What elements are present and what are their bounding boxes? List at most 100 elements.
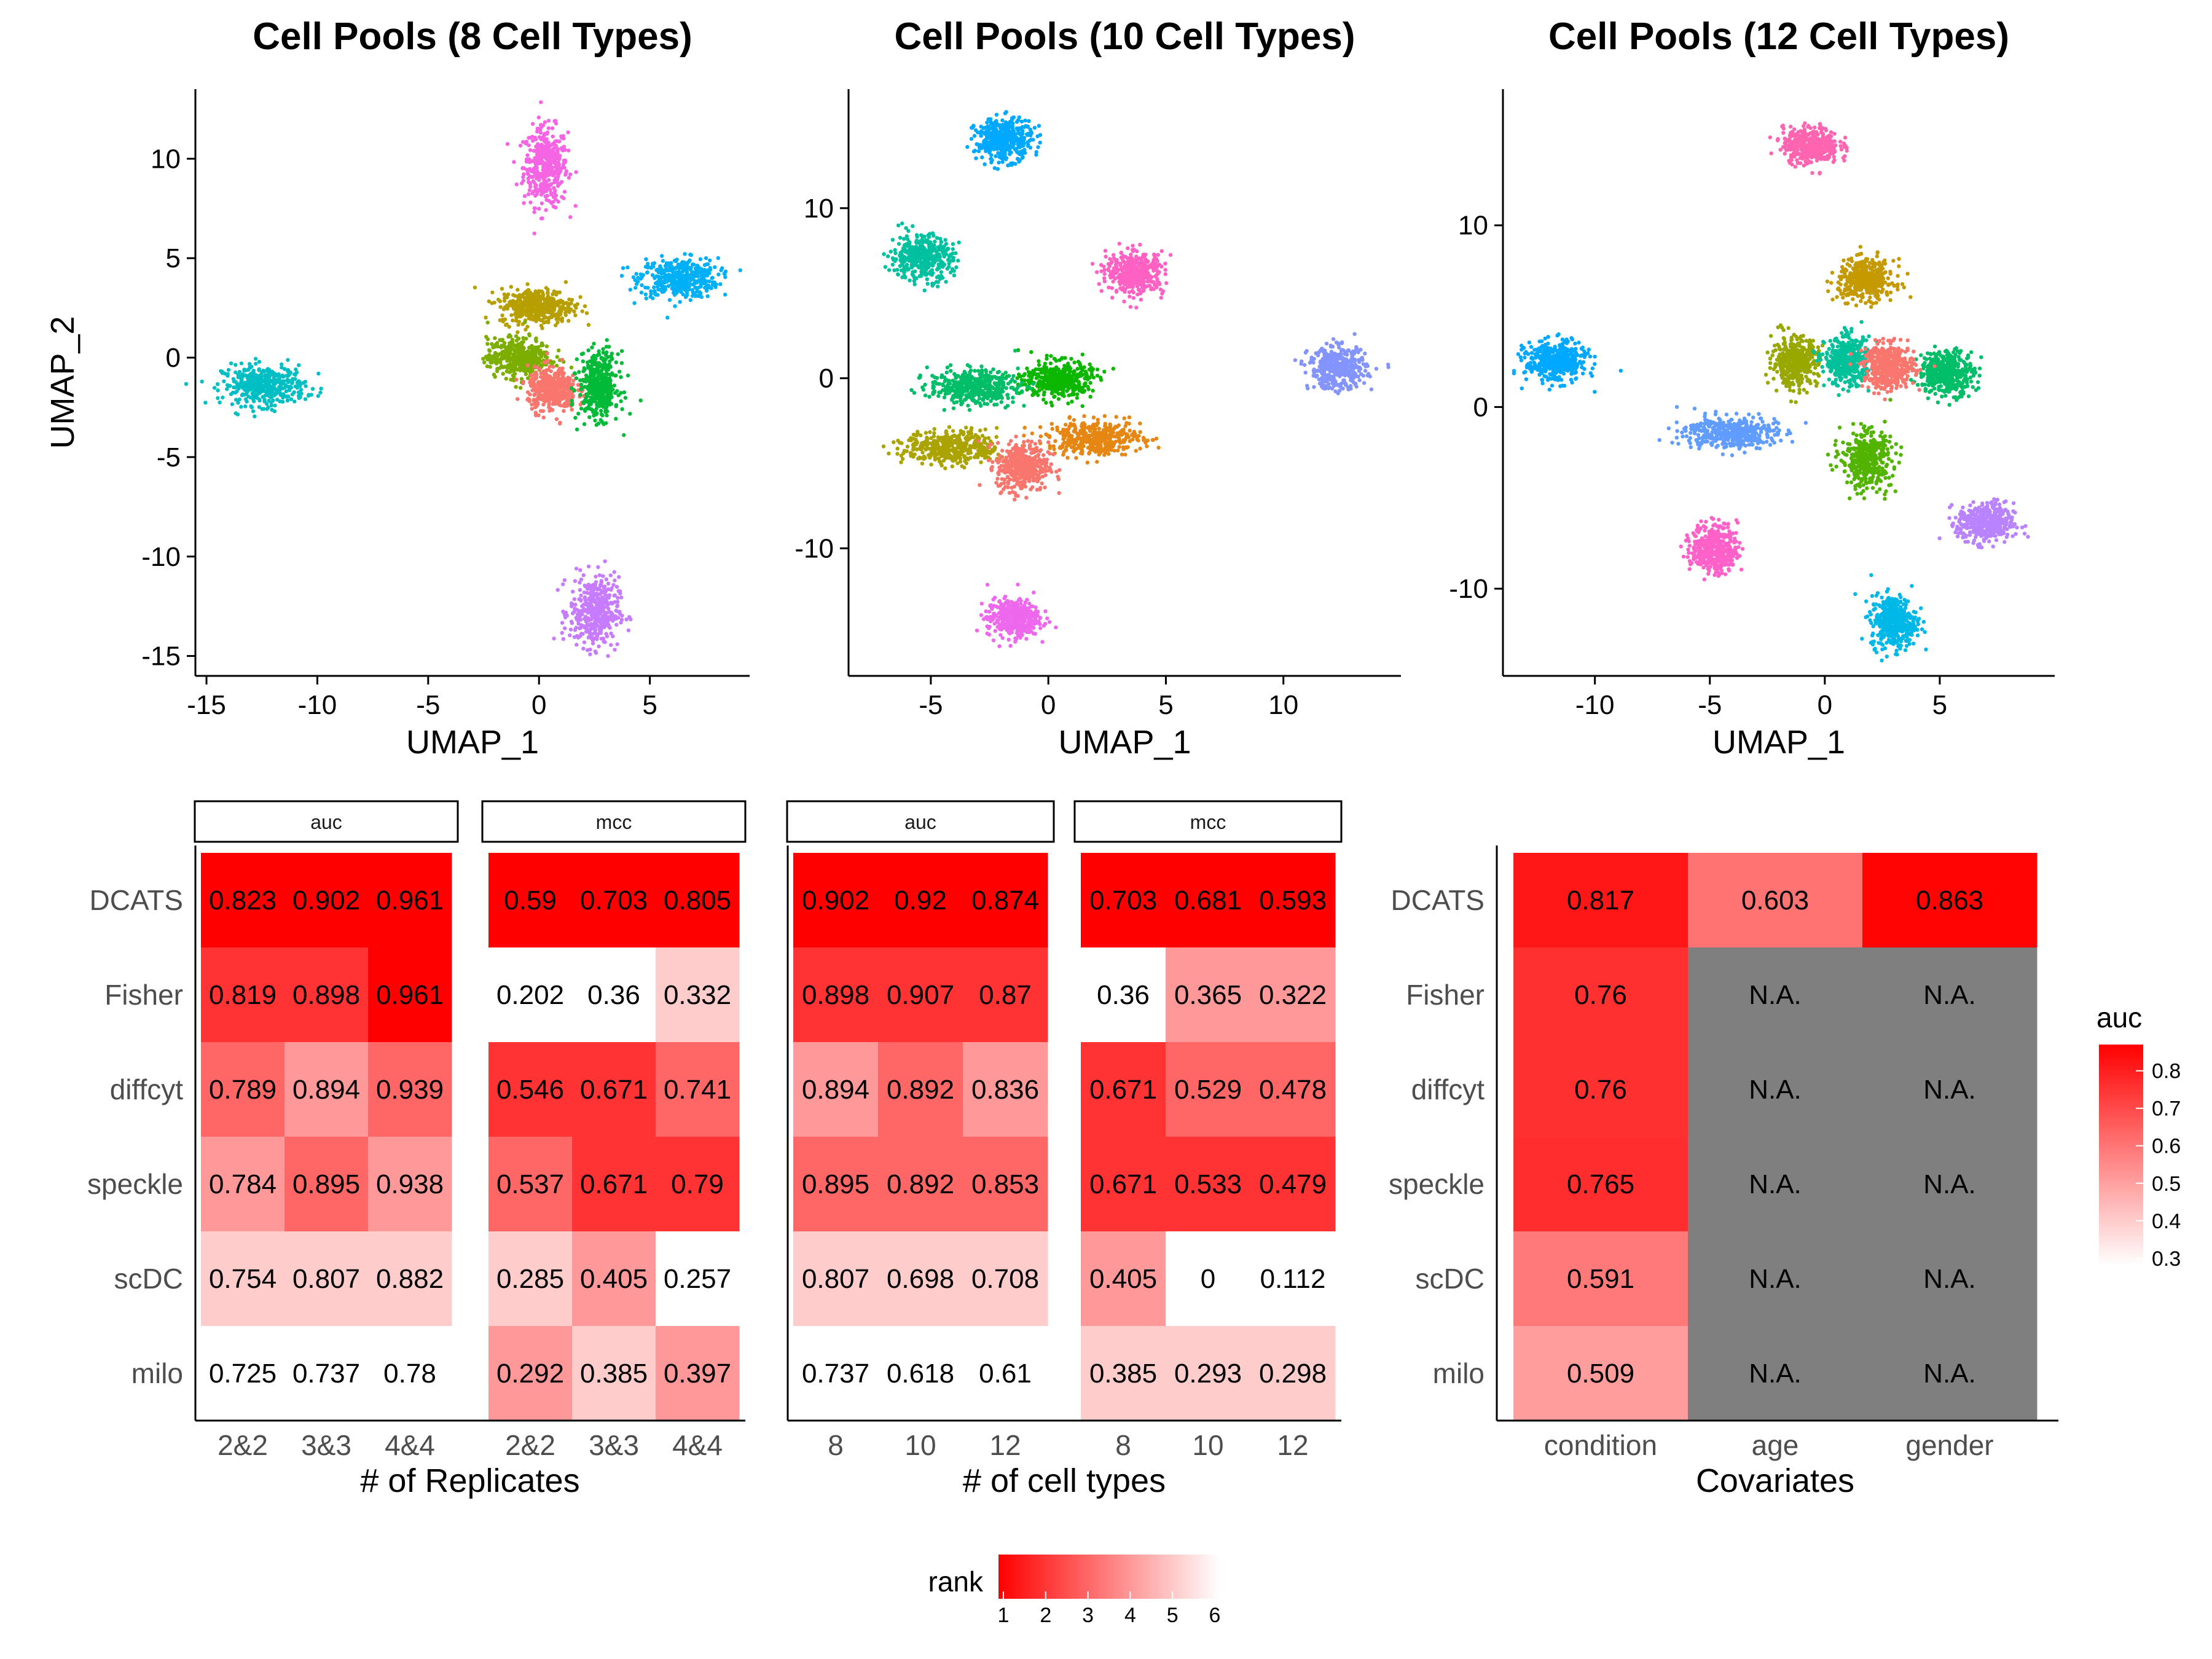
umap-point: [539, 187, 543, 191]
umap-point: [515, 299, 520, 304]
umap-point: [644, 296, 649, 300]
umap-point: [912, 276, 917, 281]
umap-point: [992, 135, 997, 139]
umap-point: [546, 119, 551, 123]
umap-point: [901, 268, 905, 272]
umap-point: [644, 257, 648, 261]
umap-point: [673, 304, 677, 308]
umap-point: [588, 632, 593, 637]
umap-point: [592, 342, 596, 346]
umap-cluster-2: [619, 252, 743, 320]
umap-point: [549, 201, 554, 205]
umap-point: [619, 618, 624, 622]
umap-point: [923, 268, 928, 272]
umap-point: [243, 385, 247, 389]
umap-point: [536, 402, 540, 407]
umap-point: [539, 216, 544, 221]
umap-point: [512, 294, 517, 298]
umap-point: [533, 370, 538, 375]
umap-point: [614, 616, 618, 621]
umap-point: [605, 338, 609, 342]
umap-point: [539, 182, 543, 186]
umap-point: [544, 137, 549, 141]
umap-point: [530, 313, 534, 318]
umap-point: [590, 638, 595, 643]
umap-point: [720, 266, 724, 270]
umap-point: [922, 264, 927, 269]
umap-point: [652, 285, 656, 289]
umap-point: [534, 312, 538, 316]
umap-point: [1163, 267, 1167, 272]
umap-point: [524, 372, 528, 377]
umap-point: [603, 611, 607, 616]
umap-point: [503, 364, 508, 369]
umap-point: [989, 153, 994, 157]
umap-point: [663, 264, 668, 268]
umap-point: [584, 373, 589, 378]
umap-point: [1360, 358, 1365, 362]
umap-point: [547, 162, 552, 167]
umap-point: [1348, 383, 1353, 388]
umap-point: [544, 174, 549, 178]
umap-point: [539, 363, 544, 367]
umap-point: [251, 388, 256, 393]
umap-point: [907, 244, 912, 248]
umap-point: [584, 311, 589, 315]
umap-point: [578, 588, 582, 592]
umap-point: [540, 290, 544, 294]
umap-point: [664, 273, 668, 277]
umap-point: [511, 318, 515, 323]
umap-point: [914, 233, 919, 237]
umap-point: [573, 579, 578, 583]
umap-point: [254, 393, 259, 398]
umap-point: [586, 405, 590, 409]
umap-point: [1131, 249, 1135, 253]
umap-point: [912, 282, 917, 286]
umap-point: [1104, 254, 1108, 259]
umap-point: [697, 265, 701, 270]
umap-point: [702, 278, 707, 282]
umap-point: [919, 273, 923, 278]
umap-point: [710, 275, 715, 280]
umap-point: [527, 160, 531, 164]
umap-point: [1357, 358, 1361, 362]
umap-point: [289, 397, 294, 401]
umap-point: [584, 377, 588, 382]
umap-point: [618, 611, 622, 616]
umap-point: [562, 409, 566, 413]
umap-point: [537, 206, 541, 211]
umap-point: [579, 352, 584, 356]
umap-point: [496, 297, 501, 302]
umap-point: [997, 160, 1001, 165]
umap-point: [286, 380, 291, 385]
umap-point: [638, 272, 643, 276]
umap-point: [528, 148, 533, 152]
umap-point: [926, 233, 930, 238]
umap-point: [571, 589, 575, 594]
umap-point: [516, 397, 520, 401]
umap-point: [557, 156, 562, 160]
umap-point: [718, 282, 723, 286]
umap-point: [939, 270, 944, 274]
umap-point: [500, 343, 504, 348]
umap-point: [535, 159, 540, 164]
umap-point: [583, 608, 588, 613]
umap-point: [614, 608, 618, 613]
umap-point: [609, 402, 614, 406]
umap-point: [714, 282, 718, 287]
umap-point: [527, 333, 531, 338]
umap-point: [957, 240, 961, 245]
umap-point: [261, 388, 266, 393]
umap-point: [984, 140, 989, 145]
umap-point: [536, 304, 541, 309]
umap-cluster-4: [552, 559, 633, 658]
umap-point: [601, 608, 605, 613]
umap-point: [1125, 284, 1130, 289]
umap-point: [944, 280, 948, 284]
umap-point: [696, 289, 700, 294]
umap-point: [1121, 275, 1126, 279]
umap-point: [256, 374, 261, 378]
umap-point: [572, 309, 576, 314]
umap-point: [552, 180, 557, 185]
umap-point: [280, 373, 285, 378]
